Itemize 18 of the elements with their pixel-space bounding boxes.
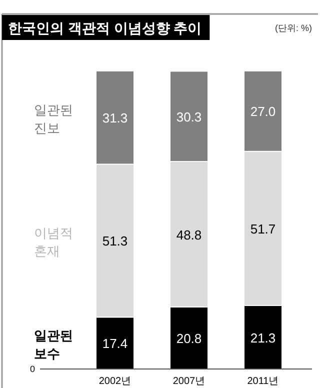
x-tick-label: 2002년	[98, 376, 132, 387]
data-label: 51.3	[102, 234, 128, 249]
x-tick-label: 2011년	[247, 376, 279, 387]
series-label: 이념적 혼재	[34, 226, 73, 259]
series-label: 일관된 진보	[34, 102, 73, 136]
chart-title: 한국인의 객관적 이념성향 추이	[8, 20, 202, 36]
text: 0	[30, 364, 35, 374]
data-label: 20.8	[176, 331, 202, 346]
x-tick-label: 2007년	[172, 376, 206, 387]
data-label: 31.3	[102, 110, 128, 126]
data-label: 21.3	[250, 330, 276, 346]
data-label: 48.8	[176, 227, 202, 242]
data-label: 30.3	[176, 109, 202, 124]
data-label: 51.7	[250, 221, 276, 236]
data-label: 27.0	[250, 104, 276, 120]
data-label: 17.4	[102, 336, 128, 352]
chart-subtitle: (단위: %)	[275, 23, 312, 33]
series-label: 일관된 보수	[34, 328, 73, 362]
